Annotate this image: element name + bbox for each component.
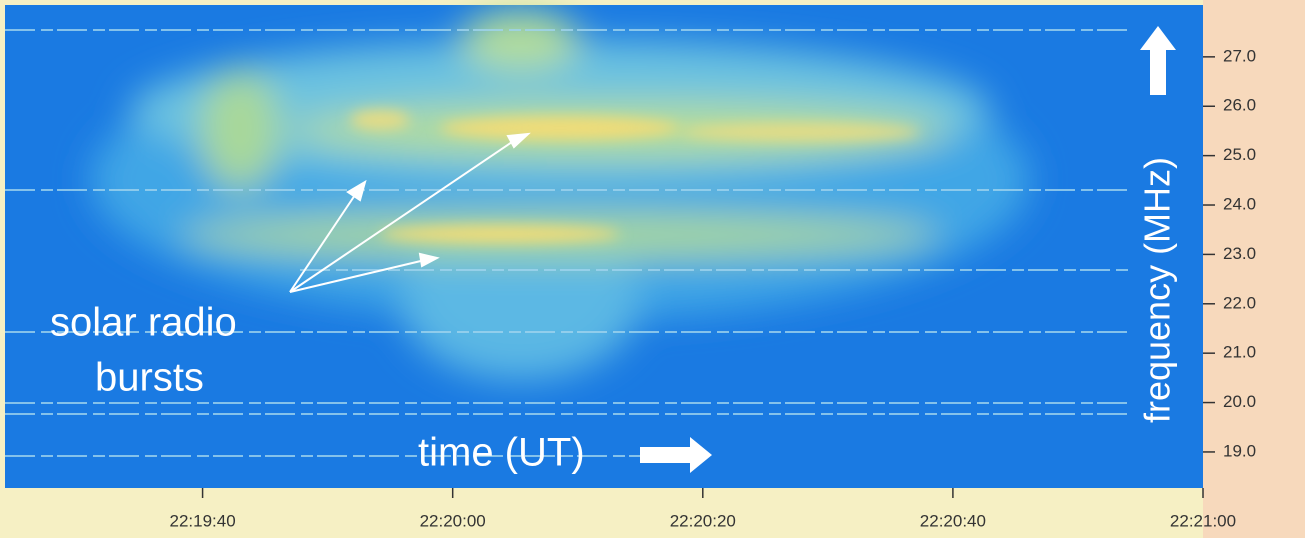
annotation: solar radio (50, 301, 237, 345)
annotation: time (UT) (418, 431, 585, 475)
y-axis-label: frequency (MHz) (1137, 157, 1178, 423)
y-tick-label: 26.0 (1223, 96, 1256, 115)
x-tick-label: 22:19:40 (169, 511, 235, 530)
y-tick-label: 25.0 (1223, 145, 1256, 164)
x-tick-label: 22:20:40 (920, 511, 986, 530)
y-tick-label: 21.0 (1223, 343, 1256, 362)
chart: solar radio bursts time (UT) frequency (… (0, 0, 1305, 538)
x-tick-label: 22:21:00 (1170, 511, 1236, 530)
annotation: bursts (95, 356, 204, 400)
y-tick-label: 24.0 (1223, 194, 1256, 213)
y-tick-label: 27.0 (1223, 46, 1256, 65)
y-tick-label: 22.0 (1223, 293, 1256, 312)
y-tick-label: 19.0 (1223, 441, 1256, 460)
y-tick-label: 20.0 (1223, 392, 1256, 411)
y-tick-label: 23.0 (1223, 244, 1256, 263)
x-tick-label: 22:20:00 (420, 511, 486, 530)
x-tick-label: 22:20:20 (670, 511, 736, 530)
